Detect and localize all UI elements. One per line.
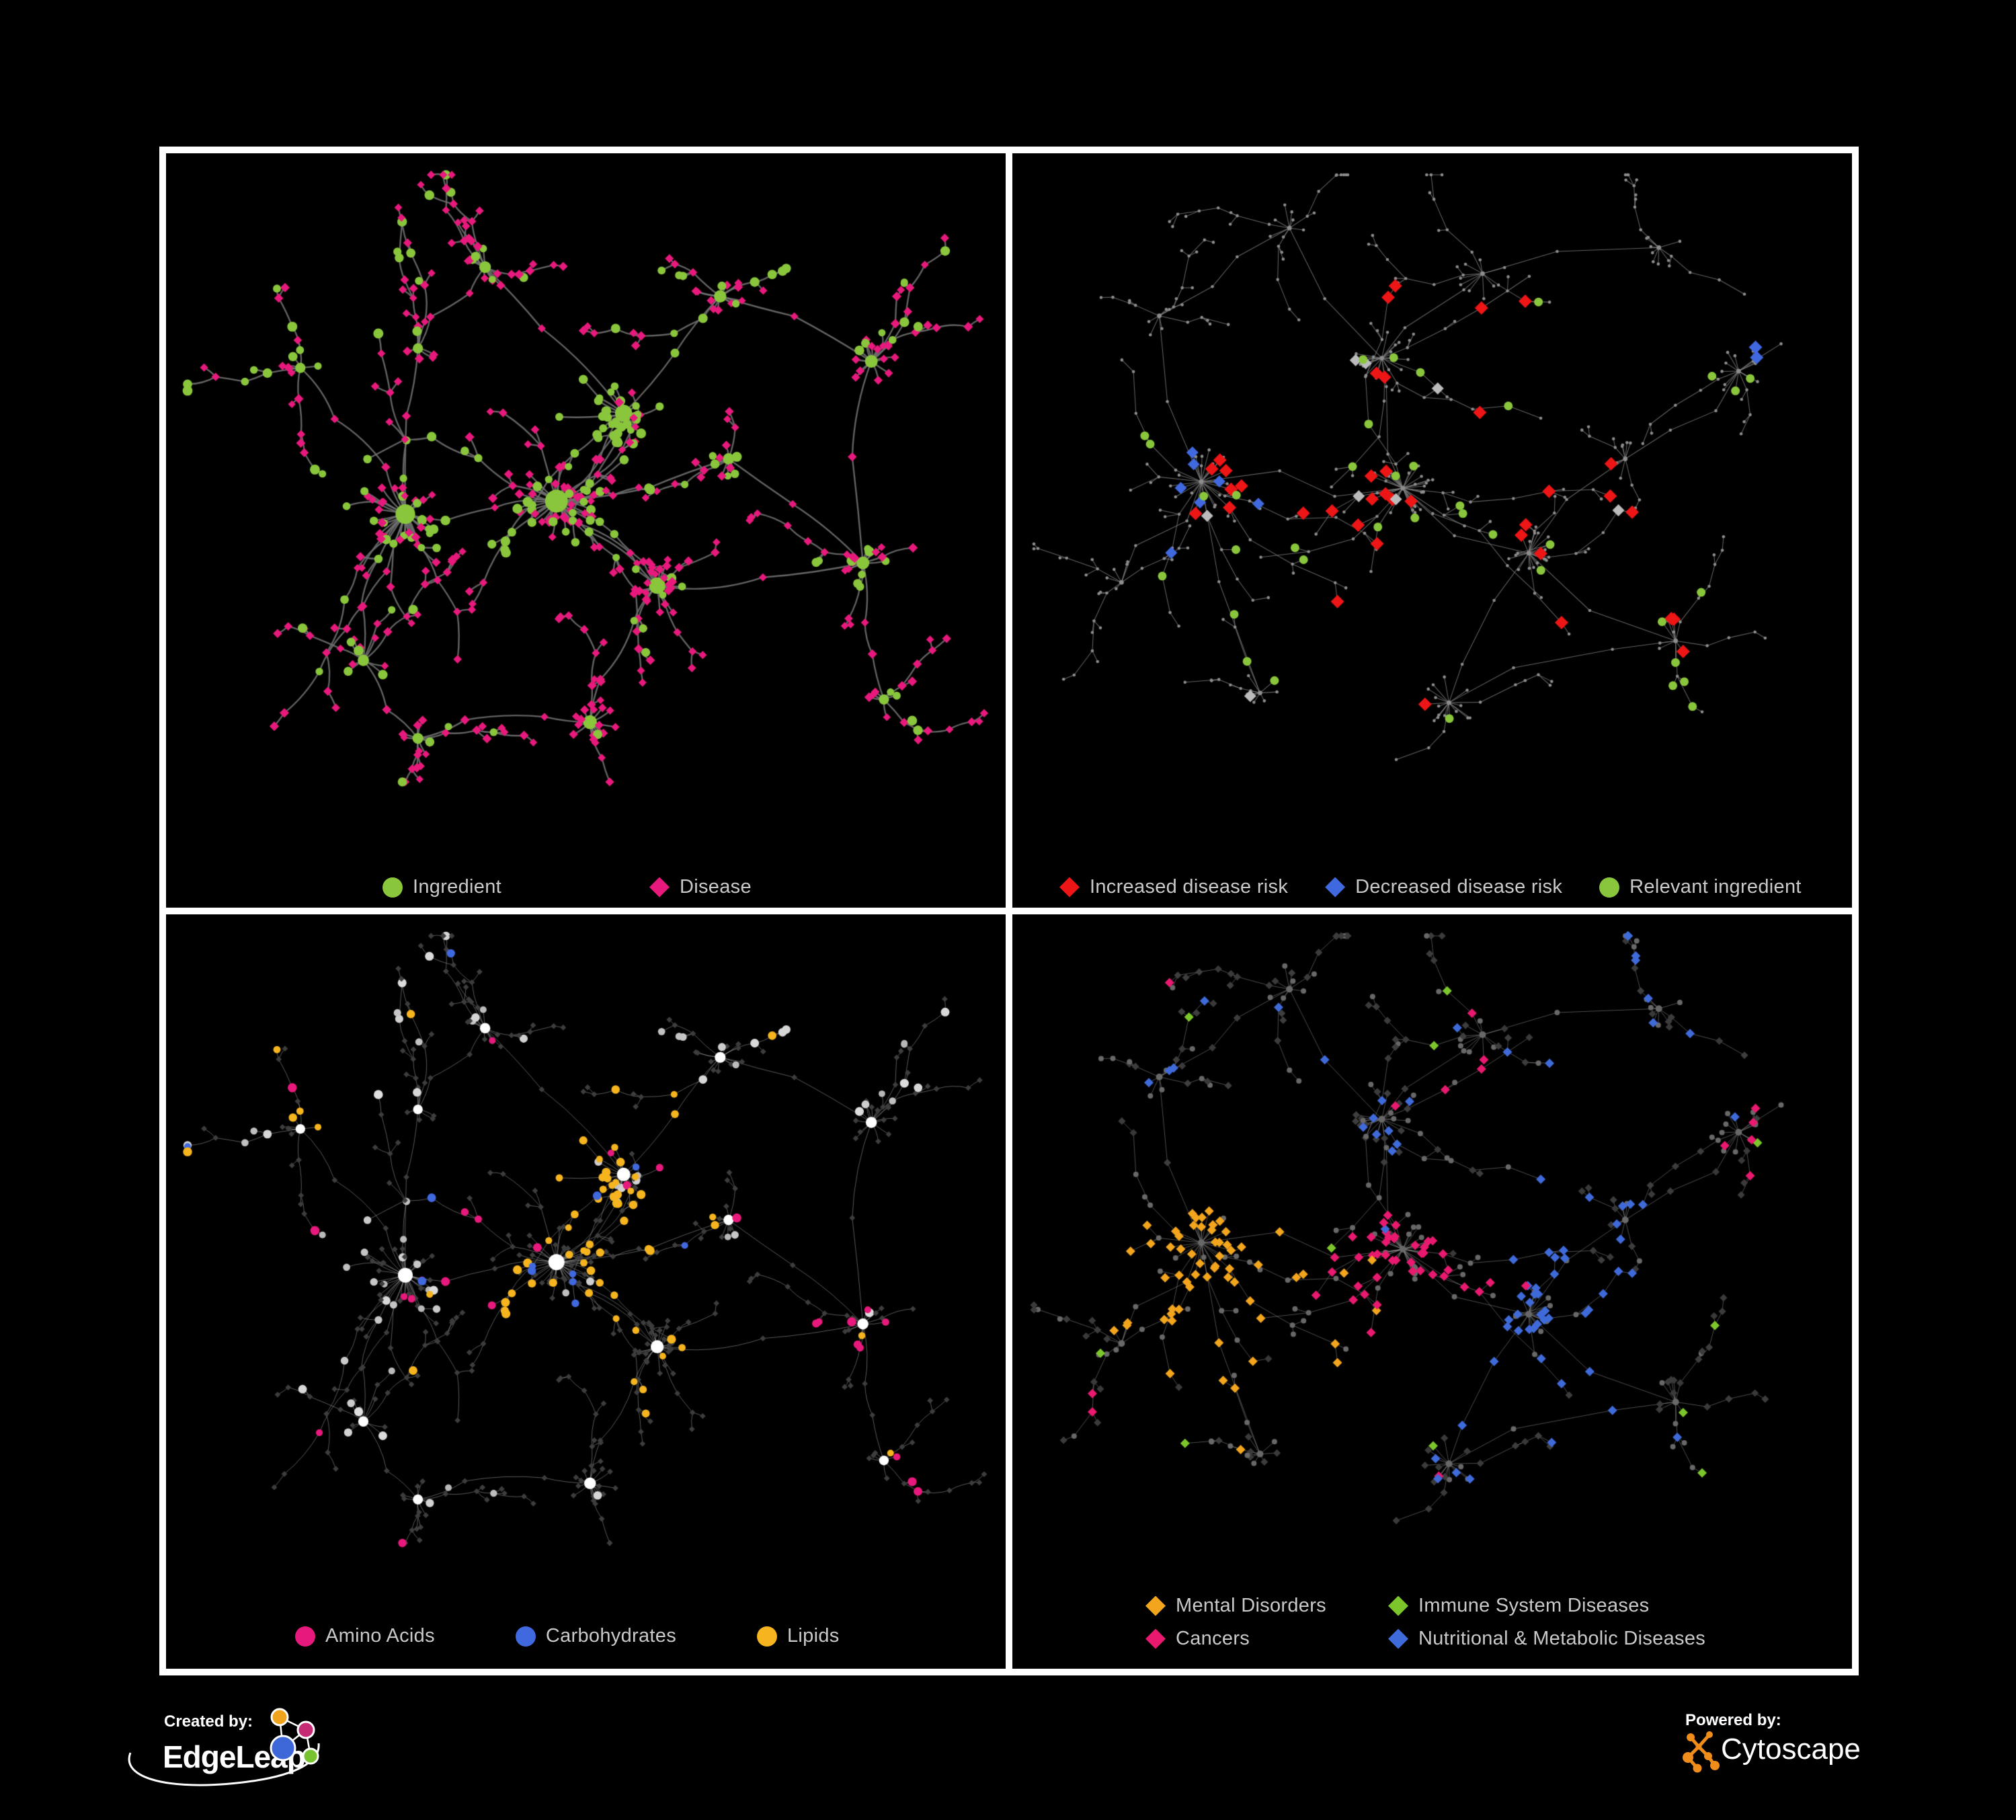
immune-system-diamond-icon <box>1388 1595 1408 1616</box>
legend-nutrient-classes: Amino Acids Carbohydrates Lipids <box>166 1625 1006 1647</box>
lipids-circle-icon <box>757 1626 777 1647</box>
network-canvas-ingredient-disease <box>166 153 1006 908</box>
legend-item: Increased disease risk <box>1059 876 1288 898</box>
legend-item: Carbohydrates <box>515 1625 676 1647</box>
cancers-diamond-icon <box>1145 1628 1166 1649</box>
legend-disease-risk: Increased disease risk Decreased disease… <box>1012 876 1852 898</box>
network-canvas-nutrient-classes <box>166 914 1006 1669</box>
panel-disease-classes: Mental Disorders Immune System Diseases … <box>1012 914 1852 1669</box>
network-panels-grid: Ingredient Disease Increased disease ris… <box>159 147 1859 1675</box>
legend-item: Amino Acids <box>295 1625 435 1647</box>
legend-item: Immune System Diseases <box>1388 1595 1705 1617</box>
network-canvas-disease-risk <box>1012 153 1852 908</box>
legend-item-label: Cancers <box>1176 1628 1250 1649</box>
edgeleap-orange-node-icon <box>270 1708 289 1727</box>
increased-risk-diamond-icon <box>1059 877 1080 898</box>
legend-item-label: Decreased disease risk <box>1355 876 1563 898</box>
edgeleap-logo: Created by: EdgeLeap <box>128 1708 320 1786</box>
legend-item-label: Mental Disorders <box>1176 1595 1326 1616</box>
legend-item: Relevant ingredient <box>1599 876 1802 898</box>
legend-item: Lipids <box>757 1625 840 1647</box>
carbohydrates-circle-icon <box>515 1626 536 1647</box>
cytoscape-wordmark: Cytoscape <box>1721 1733 1861 1766</box>
mental-disorders-diamond-icon <box>1145 1595 1166 1616</box>
relevant-ingredient-circle-icon <box>1599 877 1620 898</box>
legend-item-label: Relevant ingredient <box>1629 876 1802 898</box>
legend-item-label: Disease <box>680 876 752 898</box>
nutritional-metabolic-diamond-icon <box>1388 1628 1408 1649</box>
edgeleap-magenta-node-icon <box>296 1720 315 1739</box>
legend-item-label: Ingredient <box>413 876 501 898</box>
decreased-risk-diamond-icon <box>1325 877 1346 898</box>
legend-item: Cancers <box>1145 1628 1326 1650</box>
legend-item-label: Increased disease risk <box>1090 876 1289 898</box>
edgeleap-network-glyph <box>270 1708 319 1765</box>
disease-diamond-icon <box>649 877 670 898</box>
legend-item: Mental Disorders <box>1145 1595 1326 1617</box>
amino-acids-circle-icon <box>295 1626 315 1647</box>
created-by-label: Created by: <box>164 1712 253 1731</box>
legend-item-label: Immune System Diseases <box>1418 1595 1650 1616</box>
edgeleap-blue-node-icon <box>270 1735 296 1762</box>
legend-item-label: Nutritional & Metabolic Diseases <box>1418 1628 1706 1649</box>
legend-item: Disease <box>649 876 752 898</box>
legend-item-label: Lipids <box>787 1625 840 1647</box>
legend-item-label: Amino Acids <box>325 1625 435 1647</box>
panel-nutrient-classes: Amino Acids Carbohydrates Lipids <box>166 914 1006 1669</box>
panel-disease-risk: Increased disease risk Decreased disease… <box>1012 153 1852 908</box>
ingredient-circle-icon <box>382 877 403 898</box>
cytoscape-logo: Powered by: Cytoscape <box>1683 1711 1861 1773</box>
legend-ingredient-disease: Ingredient Disease <box>166 876 1006 898</box>
cytoscape-icon <box>1683 1731 1720 1773</box>
legend-item: Decreased disease risk <box>1325 876 1562 898</box>
network-canvas-disease-classes <box>1012 914 1852 1669</box>
legend-item: Nutritional & Metabolic Diseases <box>1388 1628 1705 1650</box>
legend-item: Ingredient <box>382 876 501 898</box>
legend-disease-classes: Mental Disorders Immune System Diseases … <box>1012 1595 1852 1650</box>
edgeleap-green-node-icon <box>302 1747 319 1765</box>
panel-ingredient-disease: Ingredient Disease <box>166 153 1006 908</box>
legend-item-label: Carbohydrates <box>545 1625 676 1647</box>
powered-by-label: Powered by: <box>1685 1711 1781 1729</box>
